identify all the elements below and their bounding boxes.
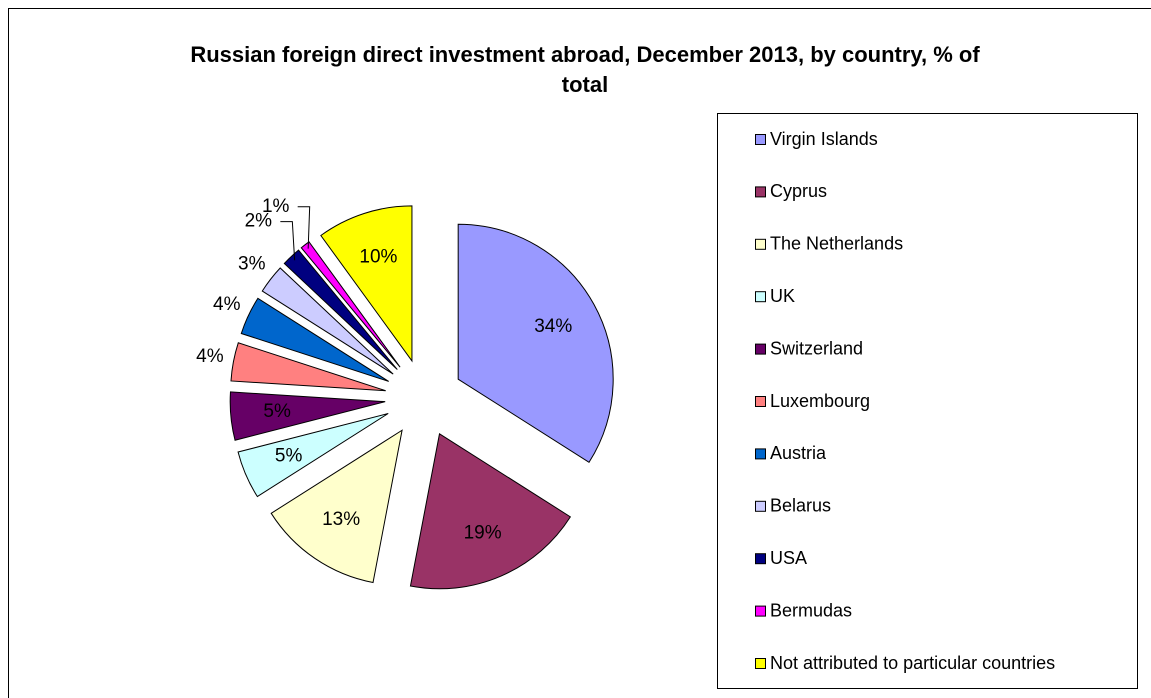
legend-label: Virgin Islands [770,129,878,149]
pie-slice [320,205,413,363]
leader-line [297,206,311,249]
pie-slice [261,267,394,375]
legend-swatch [755,500,766,512]
pie-slice [240,297,389,382]
data-label: 4% [196,346,224,367]
legend-swatch [755,186,766,198]
legend-label: Luxembourg [770,391,870,411]
legend-swatch [755,291,766,303]
legend-swatch [755,448,766,460]
legend-swatch [755,396,766,407]
legend-swatch [755,134,766,145]
pie-slice [237,413,389,498]
data-label: 1% [262,196,290,217]
legend-label: The Netherlands [770,234,903,254]
legend-swatch [755,605,766,617]
data-label: 4% [213,294,241,315]
legend-swatch [755,658,766,669]
data-label: 3% [238,253,266,274]
data-label: 2% [245,211,273,232]
legend-box [717,113,1138,689]
legend-label: Austria [770,443,827,463]
pie-slice [230,342,386,392]
pie-slice [270,429,403,584]
data-label: 19% [464,522,502,543]
leader-line [280,221,296,261]
legend-label: Bermudas [770,600,852,620]
legend-label: Belarus [770,496,831,516]
pie-slice [300,241,401,368]
legend-label: UK [770,286,795,306]
data-label: 5% [275,446,303,467]
data-label: 13% [322,509,360,530]
data-label: 5% [263,401,291,422]
pie-slice [409,432,572,590]
data-label: 10% [359,247,397,268]
pie-slice [229,391,386,441]
legend-label: Switzerland [770,338,863,358]
legend-label: Cyprus [770,181,827,201]
legend-swatch [755,343,766,355]
pie-slice [457,223,614,463]
legend-swatch [755,238,766,250]
chart-title: Russian foreign direct investment abroad… [190,42,980,97]
legend-label: USA [770,548,807,568]
data-label: 34% [534,316,572,337]
pie-slice [283,249,398,370]
legend-swatch [755,553,766,565]
legend-label: Not attributed to particular countries [770,653,1055,673]
